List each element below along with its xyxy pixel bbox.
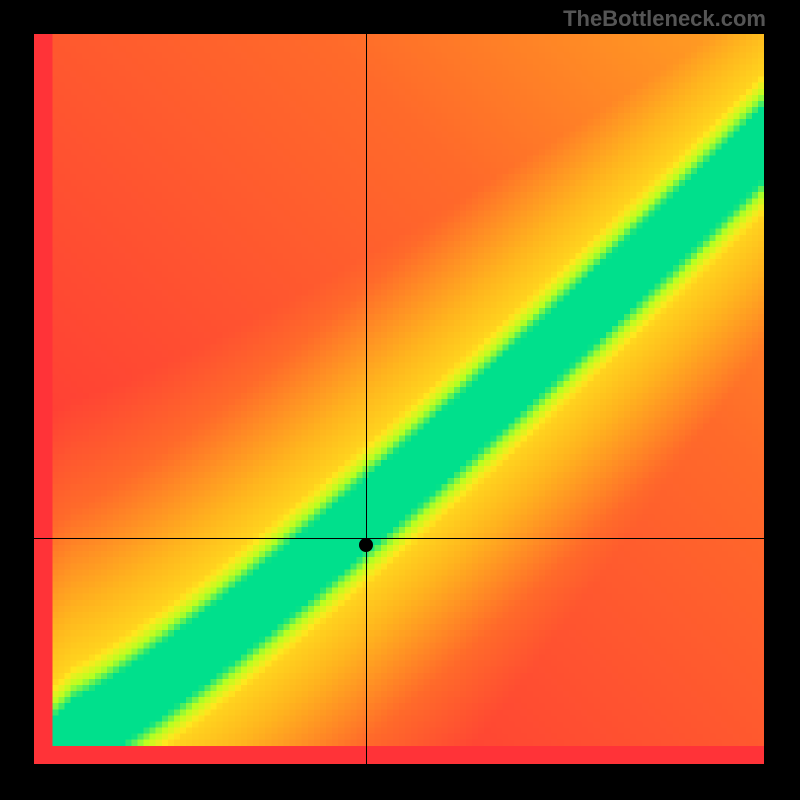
heatmap-plot bbox=[34, 34, 764, 764]
heatmap-canvas bbox=[34, 34, 764, 764]
crosshair-horizontal bbox=[34, 538, 764, 539]
watermark-text: TheBottleneck.com bbox=[563, 6, 766, 32]
crosshair-vertical bbox=[366, 34, 367, 764]
marker-dot bbox=[359, 538, 373, 552]
